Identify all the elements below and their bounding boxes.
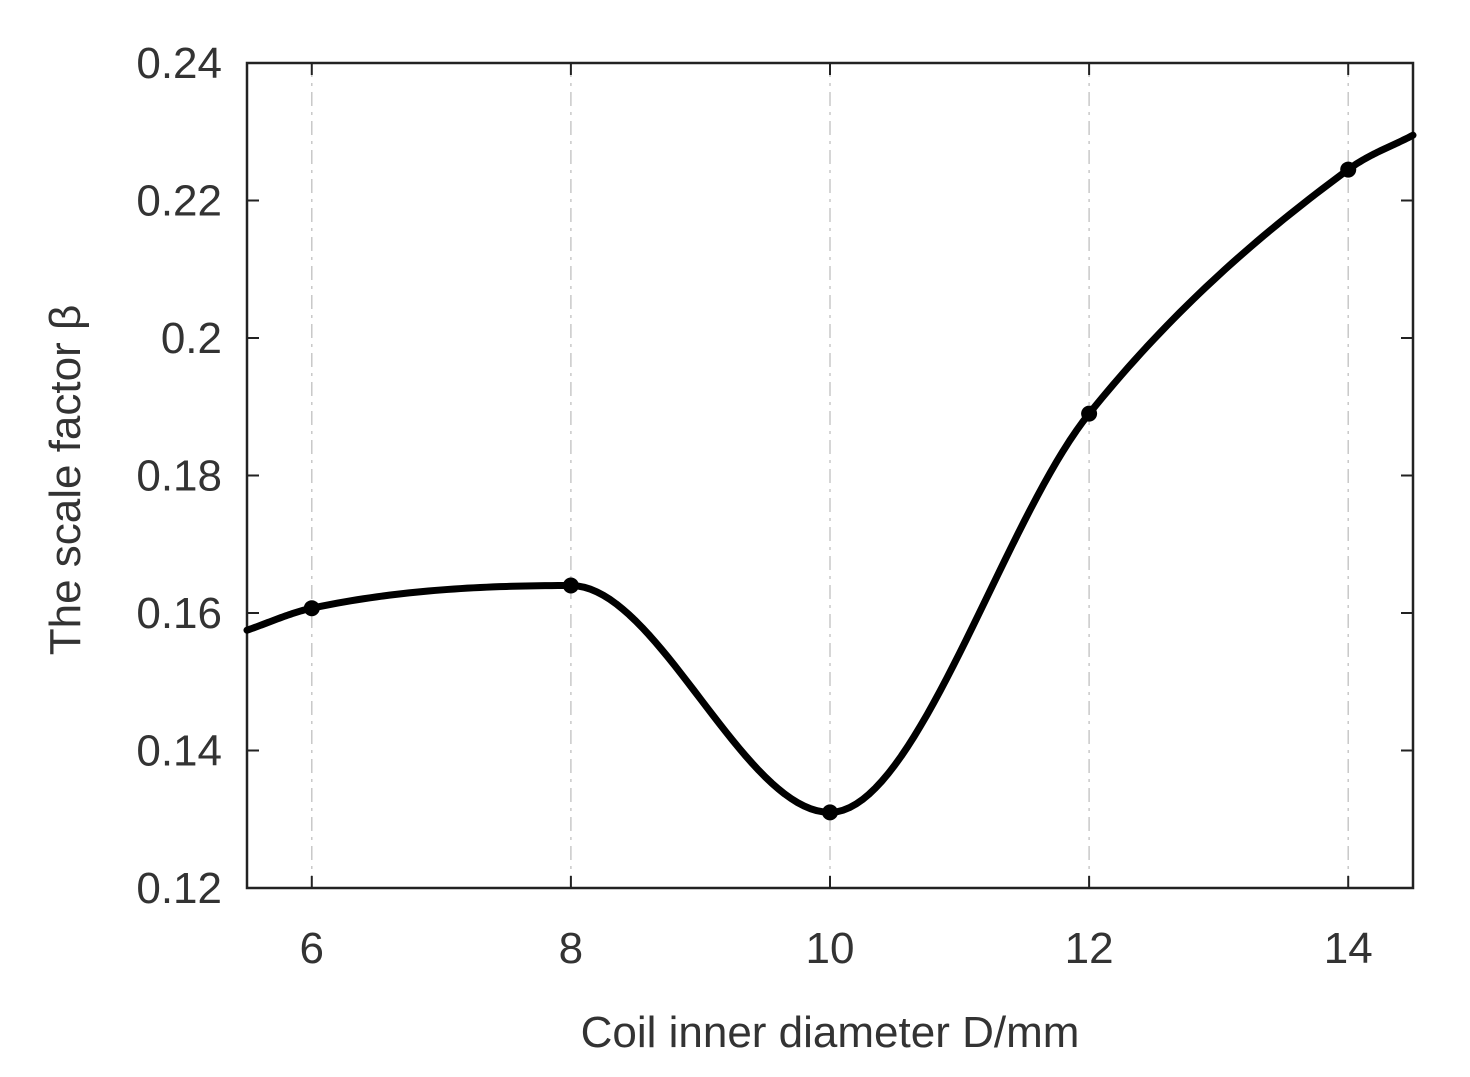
y-tick-label: 0.16 [136, 589, 222, 638]
data-point [822, 804, 838, 821]
x-tick-label: 14 [1324, 924, 1373, 973]
y-tick-label: 0.24 [136, 39, 222, 88]
x-tick-label: 12 [1065, 924, 1114, 973]
y-tick-label: 0.22 [136, 177, 222, 226]
x-tick-label: 6 [300, 924, 324, 973]
series-layer [243, 131, 1417, 821]
axis-ticks [247, 62, 1413, 889]
grid-lines [311, 63, 1349, 888]
y-tick-label: 0.2 [161, 314, 222, 363]
y-tick-label: 0.18 [136, 452, 222, 501]
y-tick-label: 0.12 [136, 864, 222, 913]
x-axis-label: Coil inner diameter D/mm [581, 1008, 1080, 1057]
data-point [1340, 161, 1357, 178]
y-tick-label: 0.14 [136, 727, 222, 776]
data-point [303, 600, 320, 617]
tick-labels: 6 8 10 12 14 0.12 0.14 0.16 0.18 0.2 0.22 0.24 [136, 39, 1372, 973]
y-axis-label: The scale factor β [41, 305, 90, 656]
data-point [1081, 405, 1098, 422]
data-point [562, 577, 579, 594]
x-tick-label: 8 [559, 924, 583, 973]
x-tick-label: 10 [806, 924, 855, 973]
